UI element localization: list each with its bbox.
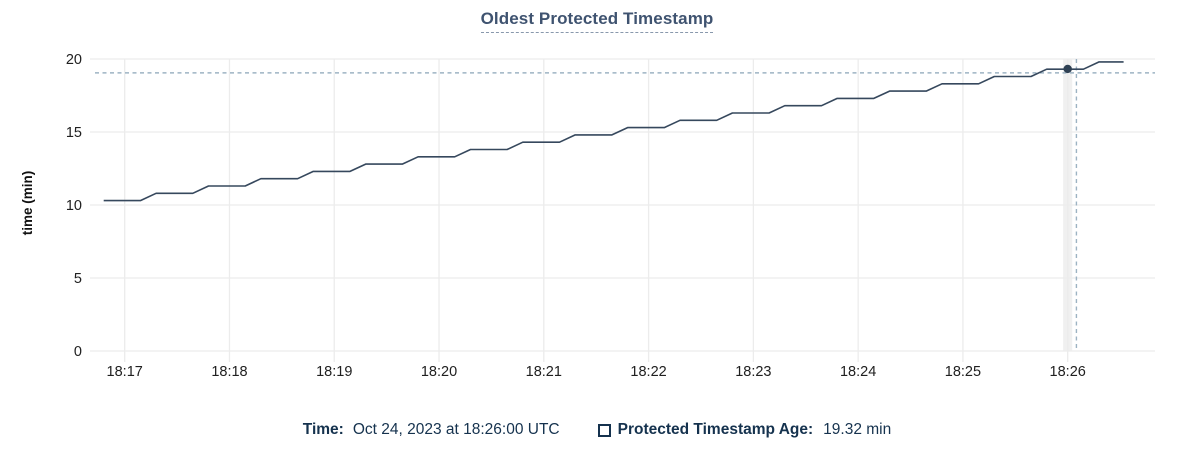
x-tick-label: 18:17 [107,364,143,380]
highlighted-data-point [1063,64,1072,74]
x-tick-label: 18:18 [211,364,247,380]
chart-title-row: Oldest Protected Timestamp [0,9,1194,33]
x-tick-label: 18:22 [630,364,666,380]
x-tick-label: 18:26 [1050,364,1086,380]
x-tick-label: 18:23 [735,364,771,380]
series-line-protected-timestamp-age [103,61,1124,202]
chart-canvas[interactable]: 0 5 10 15 20 18:17 18:18 18:19 18:20 18:21 18:22 18… [0,0,1194,412]
legend-series-value: 19.32 min [823,421,892,438]
legend-series-label: Protected Timestamp Age: [617,421,814,438]
y-tick-label: 20 [66,52,82,68]
footer-time-label: Time: [302,421,344,438]
legend-checkbox-icon[interactable] [597,423,611,437]
footer-time-value: Oct 24, 2023 at 18:26:00 UTC [352,421,560,438]
x-tick-label: 18:21 [526,364,562,380]
y-tick-label: 15 [66,125,82,141]
x-tick-label: 18:25 [945,364,981,380]
chart-footer-legend: Time: Oct 24, 2023 at 18:26:00 UTC Prote… [0,421,1194,439]
y-tick-label: 5 [74,271,82,287]
x-tick-label: 18:19 [316,364,352,380]
legend-item-protected-timestamp-age[interactable]: Protected Timestamp Age: 19.32 min [597,421,892,439]
y-tick-label: 10 [66,198,82,214]
y-tick-label: 0 [74,344,82,360]
x-tick-label: 18:20 [421,364,457,380]
x-tick-label: 18:24 [840,364,876,380]
chart-title[interactable]: Oldest Protected Timestamp [480,9,714,33]
